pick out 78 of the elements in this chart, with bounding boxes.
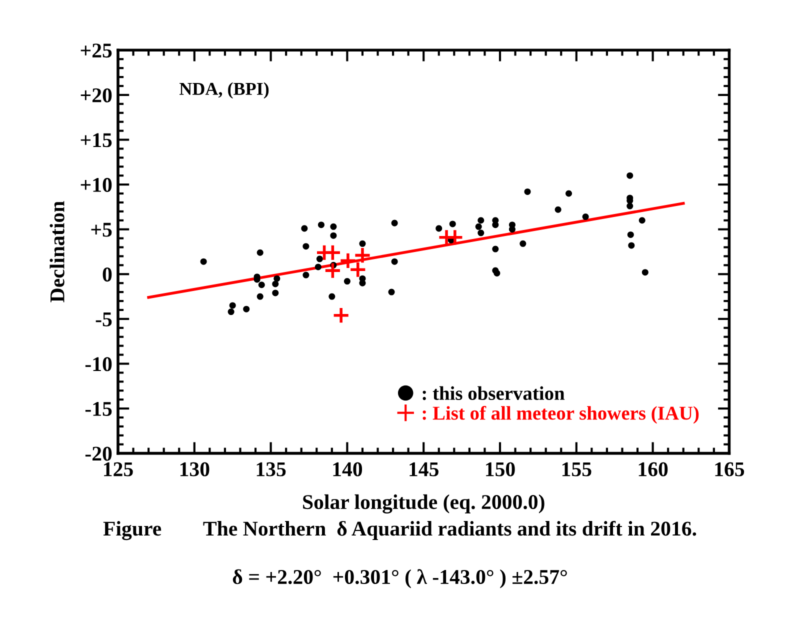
point	[359, 240, 366, 247]
y-tick-label: -15	[85, 402, 112, 416]
y-tick-label: 0	[102, 268, 112, 282]
annotation: NDA, (BPI)	[179, 82, 269, 99]
point	[344, 278, 350, 285]
point	[524, 188, 531, 195]
text: δ = +2.20° +0.301° ( λ -143.0° ) ±2.57°	[232, 569, 567, 588]
x-axis-title: Solar longitude (eq. 2000.0)	[303, 494, 544, 514]
point	[272, 280, 279, 288]
point	[274, 275, 280, 282]
point	[354, 246, 372, 264]
point	[628, 242, 635, 249]
x-tick-label: 125	[104, 462, 133, 476]
point	[566, 190, 572, 197]
point	[508, 226, 516, 233]
point	[391, 258, 398, 265]
point	[330, 232, 337, 239]
point	[494, 270, 500, 276]
point	[391, 220, 398, 226]
point	[328, 293, 336, 300]
point	[302, 272, 310, 278]
x-tick-label: 155	[562, 462, 592, 476]
point	[332, 306, 350, 324]
point	[316, 256, 323, 262]
point	[228, 308, 234, 316]
text: Figure The Northern δ Aquariid radiants and its drift in 2016.	[103, 520, 696, 540]
point	[229, 302, 236, 309]
y-tick-label: +25	[80, 44, 112, 58]
point	[520, 240, 526, 247]
point	[318, 222, 324, 228]
point	[349, 260, 367, 278]
point	[554, 206, 562, 213]
point	[243, 306, 250, 312]
point	[626, 172, 634, 179]
y-tick-label: -5	[96, 312, 112, 326]
point	[256, 293, 264, 300]
x-tick-label: 135	[256, 462, 286, 476]
y-axis-title: Declination	[50, 201, 64, 302]
x-tick-label: 130	[180, 462, 210, 476]
point	[256, 249, 264, 256]
point	[330, 223, 337, 230]
point	[642, 269, 648, 276]
x-tick-label: 145	[410, 462, 438, 476]
point	[638, 217, 646, 224]
point	[492, 246, 499, 252]
point	[492, 222, 499, 228]
point	[478, 217, 484, 224]
point	[446, 228, 464, 246]
point	[626, 202, 634, 210]
y-tick-label: +10	[80, 178, 112, 192]
point	[436, 225, 442, 232]
y-tick-label: +20	[80, 88, 112, 102]
x-tick-label: 150	[486, 462, 515, 476]
point	[582, 214, 589, 220]
point	[475, 223, 482, 230]
point	[627, 231, 634, 238]
legend-label: : this observation	[422, 386, 565, 400]
y-tick-label: -20	[85, 446, 112, 461]
y-tick-label: +15	[80, 133, 112, 148]
point	[200, 258, 207, 265]
point	[314, 264, 322, 270]
x-tick-label: 165	[715, 462, 744, 476]
x-tick-label: 140	[333, 462, 362, 476]
point	[302, 243, 310, 250]
point	[388, 288, 395, 296]
point	[449, 220, 456, 228]
point	[272, 290, 279, 296]
point	[324, 244, 342, 262]
point	[324, 262, 342, 280]
point	[258, 282, 265, 288]
legend-label: : List of all meteor showers (IAU)	[422, 406, 699, 424]
point	[339, 252, 357, 270]
x-tick-label: 160	[638, 462, 668, 476]
point	[359, 280, 366, 286]
point	[478, 230, 484, 236]
point	[301, 225, 308, 232]
y-tick-label: +5	[91, 222, 112, 237]
y-tick-label: -10	[85, 357, 112, 372]
